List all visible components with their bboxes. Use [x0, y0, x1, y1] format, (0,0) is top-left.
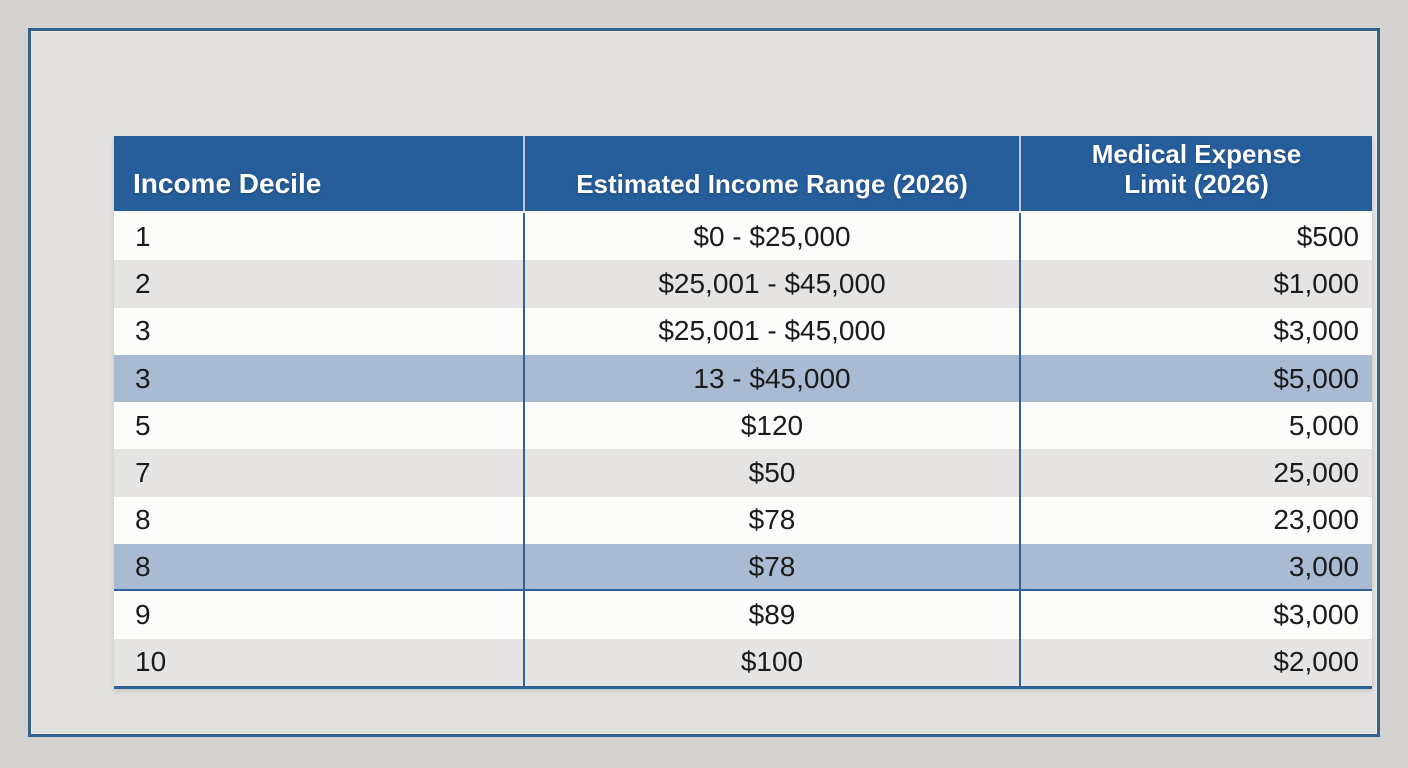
table-header-row: Income Decile Estimated Income Range (20… [114, 136, 1372, 213]
cell-income-range: $120 [523, 402, 1019, 450]
table-row: 10 $100 $2,000 [114, 638, 1372, 686]
cell-income-decile: 5 [135, 409, 151, 441]
cell-income-decile: 9 [135, 599, 151, 631]
cell-income-decile: 3 [135, 362, 151, 394]
cell-expense-limit: $3,000 [1019, 307, 1372, 355]
column-header-income-range: Estimated Income Range (2026) [523, 136, 1019, 211]
cell-income-decile: 1 [135, 220, 151, 252]
cell-expense-limit: $1,000 [1019, 260, 1372, 308]
cell-income-range: $25,001 - $45,000 [523, 307, 1019, 355]
cell-income-range: $50 [523, 449, 1019, 497]
cell-income-range: $78 [523, 496, 1019, 545]
cell-income-decile: 2 [135, 267, 151, 299]
panel-frame: Income Decile Estimated Income Range (20… [28, 28, 1380, 737]
cell-expense-limit: $2,000 [1019, 638, 1372, 686]
cell-expense-limit: 25,000 [1019, 449, 1372, 497]
cell-expense-limit: 5,000 [1019, 402, 1372, 450]
table-row: 3 13 - $45,000 $5,000 [114, 354, 1372, 403]
cell-income-decile: 8 [135, 504, 151, 536]
column-header-expense-limit-text: Medical Expense Limit (2026) [1091, 138, 1302, 200]
cell-expense-limit: $500 [1019, 213, 1372, 261]
cell-income-range: 13 - $45,000 [523, 354, 1019, 403]
cell-expense-limit: 23,000 [1019, 496, 1372, 545]
column-header-expense-limit: Medical Expense Limit (2026) [1019, 136, 1372, 211]
table-row: 1 $0 - $25,000 $500 [114, 213, 1372, 261]
cell-income-range: $100 [523, 638, 1019, 686]
table-row: 9 $89 $3,000 [114, 591, 1372, 639]
table-row: 8 $78 3,000 [114, 544, 1372, 592]
table-row: 8 $78 23,000 [114, 496, 1372, 545]
cell-expense-limit: $3,000 [1019, 591, 1372, 639]
cell-expense-limit: 3,000 [1019, 544, 1372, 590]
column-header-income-decile: Income Decile [133, 167, 322, 199]
cell-income-decile: 8 [135, 550, 151, 582]
cell-income-range: $78 [523, 544, 1019, 590]
table-row: 7 $50 25,000 [114, 449, 1372, 497]
cell-income-decile: 7 [135, 457, 151, 489]
cell-income-decile: 3 [135, 315, 151, 347]
cell-income-range: $25,001 - $45,000 [523, 260, 1019, 308]
table-body: 1 $0 - $25,000 $500 2 $25,001 - $45,000 $1,00… [114, 213, 1372, 686]
cell-income-decile: 10 [135, 646, 167, 678]
income-decile-table: Income Decile Estimated Income Range (20… [114, 136, 1372, 689]
cell-income-range: $0 - $25,000 [523, 213, 1019, 261]
table-row: 3 $25,001 - $45,000 $3,000 [114, 307, 1372, 355]
table-row: 2 $25,001 - $45,000 $1,000 [114, 260, 1372, 308]
cell-income-range: $89 [523, 591, 1019, 639]
table-row: 5 $120 5,000 [114, 402, 1372, 450]
cell-expense-limit: $5,000 [1019, 354, 1372, 403]
